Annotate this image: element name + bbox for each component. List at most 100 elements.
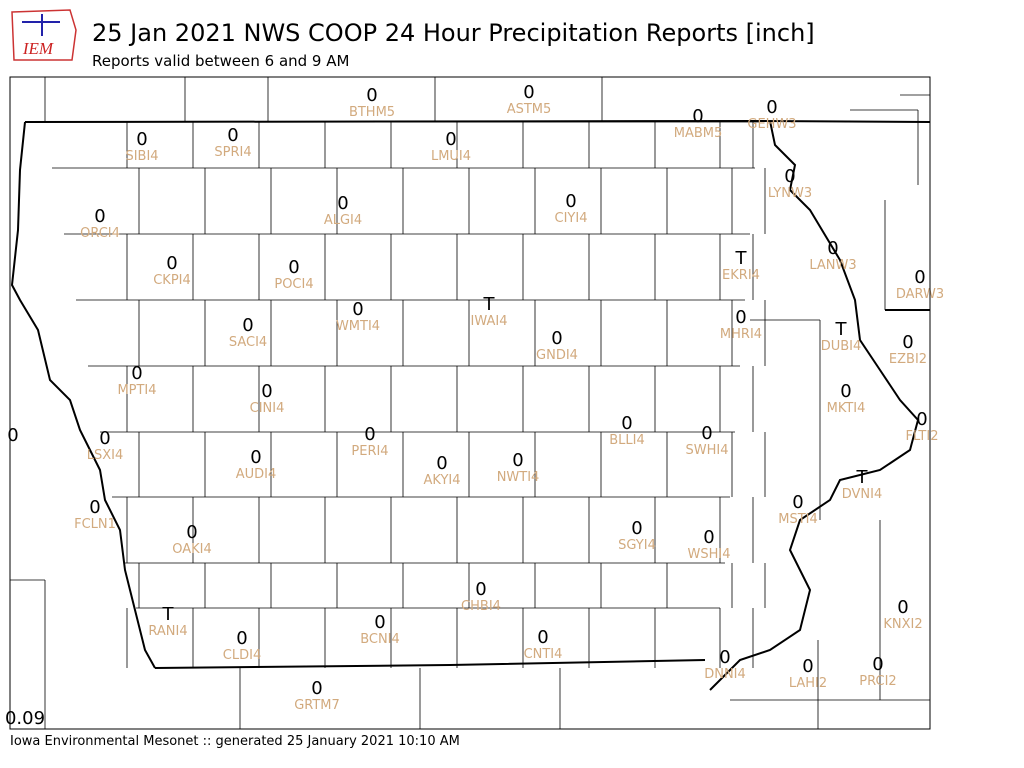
station-id: KNXI2	[883, 617, 922, 632]
station-id: GRTM7	[294, 698, 340, 713]
station-value: 0	[352, 299, 363, 320]
station-id: LANW3	[809, 258, 856, 273]
county-lines	[10, 77, 930, 729]
station-id: CKPI4	[153, 273, 191, 288]
station-value: T	[162, 604, 175, 625]
station-value: 0	[236, 628, 247, 649]
station-value: T	[483, 294, 496, 315]
logo-text: IEM	[22, 39, 54, 58]
station-value: 0	[227, 125, 238, 146]
station-id: OAKI4	[172, 542, 212, 557]
station-value: 0	[701, 423, 712, 444]
station-id: MSTI4	[778, 512, 818, 527]
station-value: 0	[250, 447, 261, 468]
subtitle: Reports valid between 6 and 9 AM	[92, 52, 349, 70]
station-id: CIYI4	[555, 211, 588, 226]
station-value: 0	[902, 332, 913, 353]
station-value: 0	[99, 428, 110, 449]
station-id: IWAI4	[471, 314, 508, 329]
station-id: PRCI2	[859, 674, 896, 689]
station-id: AUDI4	[236, 467, 277, 482]
station-id: BTHM5	[349, 105, 395, 120]
station-value: 0	[131, 363, 142, 384]
station-value: T	[856, 467, 869, 488]
station-value: 0	[719, 647, 730, 668]
station-id: MHRI4	[720, 327, 762, 342]
station-value: 0	[523, 82, 534, 103]
station-value: 0	[692, 106, 703, 127]
station-id: GEHW3	[747, 117, 796, 132]
station-id: NWTI4	[497, 470, 540, 485]
station-id: DVNI4	[842, 487, 883, 502]
station-id: WMTI4	[336, 319, 380, 334]
station-id: LAHI2	[789, 676, 827, 691]
station-value: 0	[288, 257, 299, 278]
station-id: MKTI4	[827, 401, 866, 416]
station-value: 0	[436, 453, 447, 474]
station-id: SIBI4	[125, 149, 158, 164]
station-value: T	[735, 248, 748, 269]
station-value: 0	[311, 678, 322, 699]
station-value: 0	[445, 129, 456, 150]
station-id: POCI4	[274, 277, 313, 292]
station-id: FCLN1	[74, 517, 116, 532]
station-value: 0	[802, 656, 813, 677]
station-value: 0	[792, 492, 803, 513]
station-id: SGYI4	[618, 538, 656, 553]
station-id: ALGI4	[324, 213, 362, 228]
station-id: CHBI4	[461, 599, 501, 614]
station-id: SPRI4	[214, 145, 251, 160]
station-id: CINI4	[250, 401, 285, 416]
station-id: MABM5	[674, 126, 723, 141]
station-id: BLLI4	[609, 433, 645, 448]
station-id: EKRI4	[722, 268, 760, 283]
station-id: CNTI4	[524, 647, 563, 662]
station-id: EZBI2	[889, 352, 927, 367]
station-value: 0	[621, 413, 632, 434]
station-value: 0	[703, 527, 714, 548]
station-id: DARW3	[896, 287, 944, 302]
station-value: 0	[840, 381, 851, 402]
station-value: 0	[186, 522, 197, 543]
station-value: T	[835, 319, 848, 340]
station-value: 0	[631, 518, 642, 539]
station-id: LYNW3	[768, 186, 812, 201]
station-value: 0	[261, 381, 272, 402]
